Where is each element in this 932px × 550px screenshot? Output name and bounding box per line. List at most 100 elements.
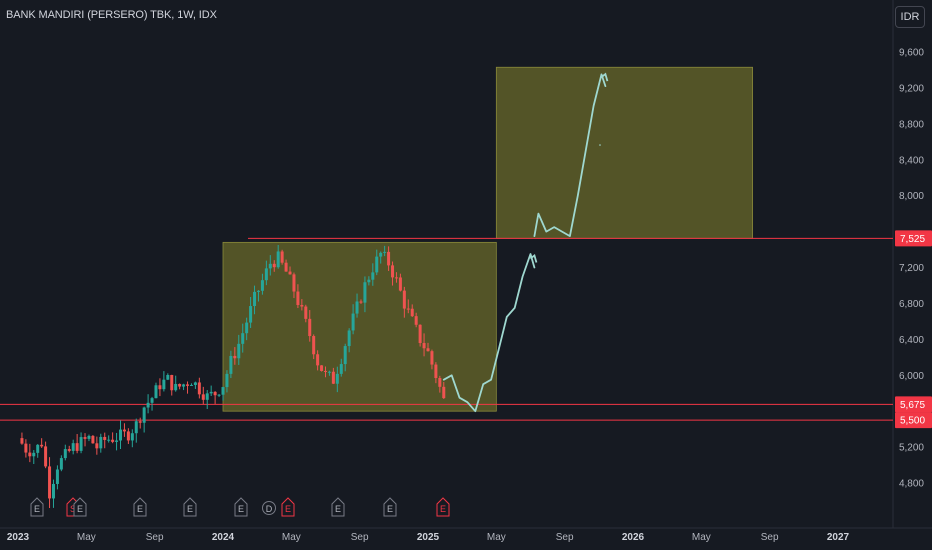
candle-body xyxy=(28,452,32,457)
x-tick-label: 2023 xyxy=(7,532,30,543)
y-tick-label: 6,400 xyxy=(899,335,924,346)
candle-body xyxy=(20,438,24,444)
candle-body xyxy=(371,272,375,280)
candle-body xyxy=(59,458,63,470)
candle-body xyxy=(138,421,142,423)
x-tick-label: Sep xyxy=(761,532,779,543)
x-tick-label: Sep xyxy=(556,532,574,543)
candle-body xyxy=(391,265,395,278)
candle-body xyxy=(115,440,119,442)
event-marker-label: E xyxy=(238,504,244,514)
candle-body xyxy=(79,437,83,451)
candle-body xyxy=(111,439,115,442)
candle-body xyxy=(347,330,351,347)
earnings-marker[interactable] xyxy=(383,497,397,517)
level-price-label: 5,675 xyxy=(900,400,925,411)
y-tick-label: 6,800 xyxy=(899,299,924,310)
projection-path-2-arrowhead xyxy=(600,72,609,82)
candle-body xyxy=(438,377,442,387)
candle-body xyxy=(75,443,79,451)
candle-body xyxy=(122,429,126,432)
candle-body xyxy=(406,308,410,310)
event-marker-label: E xyxy=(187,504,193,514)
candle-body xyxy=(324,370,327,372)
y-tick-label: 8,000 xyxy=(899,191,924,202)
y-tick-label: 9,600 xyxy=(899,48,924,59)
candle-body xyxy=(387,251,391,266)
target-zone-1[interactable] xyxy=(222,241,497,412)
currency-button[interactable]: IDR xyxy=(895,6,925,28)
candle-body xyxy=(304,306,308,319)
candle-body xyxy=(249,306,253,323)
candle-body xyxy=(351,313,355,331)
event-marker-label: S xyxy=(70,504,76,514)
candle-body xyxy=(268,263,272,269)
earnings-marker[interactable] xyxy=(133,497,147,517)
candle-body xyxy=(280,251,284,263)
candle-body xyxy=(146,402,150,408)
level-price-tag xyxy=(895,230,932,247)
earnings-marker[interactable] xyxy=(30,497,44,517)
target-zone-2[interactable] xyxy=(495,66,753,239)
event-marker-label: E xyxy=(34,504,40,514)
candle-body xyxy=(91,435,95,444)
earnings-marker[interactable] xyxy=(331,497,345,517)
candle-body xyxy=(36,444,40,453)
earnings-marker[interactable] xyxy=(281,497,295,517)
earnings-marker[interactable] xyxy=(73,497,87,517)
candle-body xyxy=(379,252,383,257)
candle-body xyxy=(55,469,59,484)
candle-body xyxy=(87,435,91,439)
y-tick-label: 7,200 xyxy=(899,263,924,274)
candle-body xyxy=(253,291,257,307)
candle-body xyxy=(107,439,111,441)
candle-body xyxy=(150,398,154,403)
candle-body xyxy=(44,446,48,467)
candle-body xyxy=(182,384,186,387)
projection-path-1-arrowhead xyxy=(529,253,538,263)
earnings-marker[interactable] xyxy=(436,497,450,517)
dividend-marker[interactable] xyxy=(262,501,276,515)
candle-body xyxy=(174,383,178,391)
candle-body xyxy=(308,318,312,337)
candle-body xyxy=(40,444,44,447)
candle-body xyxy=(221,387,225,395)
candle-body xyxy=(229,355,233,374)
candle-body xyxy=(166,374,170,380)
x-tick-label: 2026 xyxy=(622,532,645,543)
candle-body xyxy=(71,443,75,451)
earnings-marker[interactable] xyxy=(183,497,197,517)
x-tick-label: 2025 xyxy=(417,532,440,543)
candle-body xyxy=(383,251,387,253)
event-marker-label: E xyxy=(440,504,446,514)
x-tick-label: May xyxy=(77,532,96,543)
candle-body xyxy=(213,391,217,396)
candle-body xyxy=(426,348,430,352)
candle-body xyxy=(398,277,402,291)
candle-body xyxy=(225,373,229,388)
candle-body xyxy=(316,354,320,366)
candle-body xyxy=(48,466,52,499)
projection-path-1[interactable] xyxy=(442,253,536,413)
candle-body xyxy=(292,274,296,292)
candle-body xyxy=(99,436,103,449)
x-tick-label: May xyxy=(282,532,301,543)
x-tick-label: 2024 xyxy=(212,532,235,543)
candle-body xyxy=(217,394,221,396)
projection-path-2[interactable] xyxy=(533,73,607,237)
candle-body xyxy=(186,384,190,386)
level-price-label: 7,525 xyxy=(900,234,925,245)
candle-body xyxy=(422,343,426,349)
earnings-marker[interactable] xyxy=(234,497,248,517)
event-marker-label: E xyxy=(335,504,341,514)
candle-body xyxy=(327,371,331,373)
candle-body xyxy=(201,394,205,400)
candle-body xyxy=(142,407,146,423)
candle-body xyxy=(67,449,71,451)
event-marker-label: E xyxy=(137,504,143,514)
x-tick-label: May xyxy=(487,532,506,543)
y-tick-label: 9,200 xyxy=(899,83,924,94)
candle-body xyxy=(320,365,324,371)
candle-body xyxy=(32,452,36,457)
